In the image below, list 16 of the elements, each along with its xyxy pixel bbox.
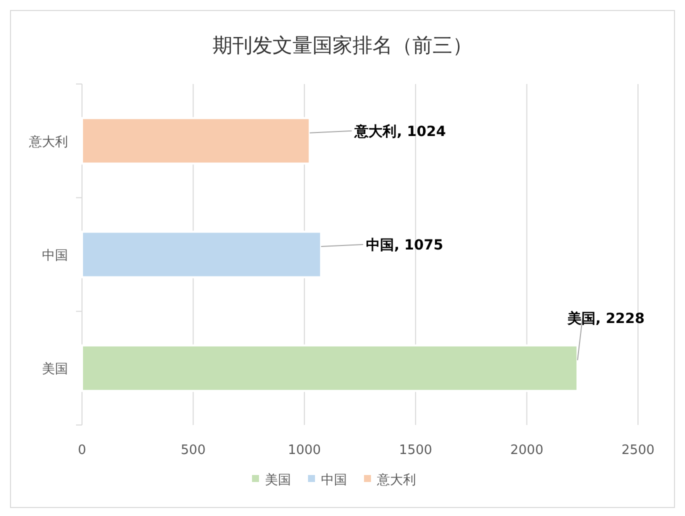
y-tick-label: 中国 (42, 248, 68, 264)
x-tick-label: 2000 (510, 443, 544, 458)
x-tick-label: 1000 (288, 443, 321, 458)
legend-label: 美国 (265, 472, 291, 488)
x-tick-label: 0 (78, 443, 86, 458)
x-tick-label: 2500 (621, 443, 655, 458)
x-tick-label: 1500 (399, 443, 432, 458)
x-tick-label: 500 (180, 443, 206, 458)
y-tick-label: 意大利 (28, 134, 68, 150)
data-label: 美国, 2228 (566, 310, 645, 328)
y-tick-label: 美国 (42, 361, 68, 378)
legend-label: 中国 (321, 473, 347, 488)
data-label: 意大利, 1024 (354, 122, 446, 140)
chart-title: 期刊发文量国家排名（前三） (212, 33, 472, 57)
data-label: 中国, 1075 (366, 238, 444, 254)
legend-label: 意大利 (376, 473, 416, 488)
